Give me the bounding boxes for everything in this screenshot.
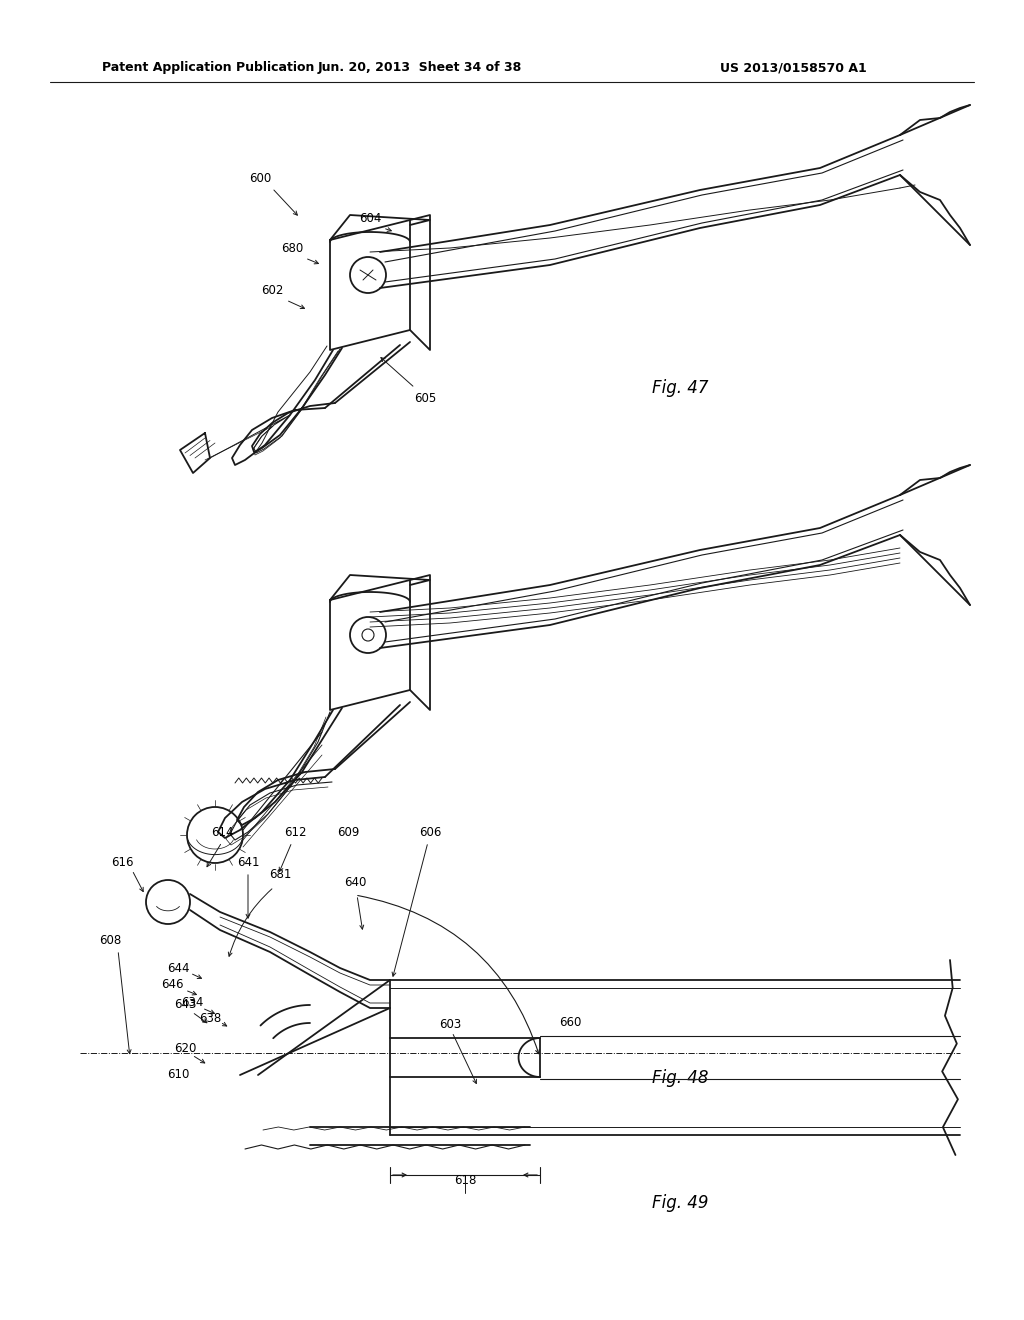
Text: Fig. 49: Fig. 49: [651, 1195, 709, 1212]
Text: 604: 604: [358, 211, 381, 224]
Text: 680: 680: [281, 242, 303, 255]
Text: 634: 634: [181, 995, 203, 1008]
Text: 646: 646: [161, 978, 183, 991]
Text: 609: 609: [337, 825, 359, 838]
Text: 641: 641: [237, 855, 259, 869]
Text: 644: 644: [167, 961, 189, 974]
Text: 612: 612: [284, 825, 306, 838]
Text: 616: 616: [111, 855, 133, 869]
Text: 605: 605: [414, 392, 436, 404]
Text: 602: 602: [261, 284, 284, 297]
Text: 618: 618: [454, 1173, 476, 1187]
Text: Fig. 48: Fig. 48: [651, 1069, 709, 1086]
Text: 681: 681: [269, 869, 291, 882]
Text: Patent Application Publication: Patent Application Publication: [102, 62, 314, 74]
Text: 603: 603: [439, 1019, 461, 1031]
Text: 608: 608: [99, 933, 121, 946]
Text: 606: 606: [419, 825, 441, 838]
Text: 638: 638: [199, 1011, 221, 1024]
Text: 660: 660: [559, 1016, 582, 1030]
Text: 643: 643: [174, 998, 197, 1011]
Text: Fig. 47: Fig. 47: [651, 379, 709, 397]
Text: Jun. 20, 2013  Sheet 34 of 38: Jun. 20, 2013 Sheet 34 of 38: [317, 62, 522, 74]
Text: 610: 610: [167, 1068, 189, 1081]
Text: 600: 600: [249, 172, 271, 185]
Text: 614: 614: [211, 825, 233, 838]
Text: US 2013/0158570 A1: US 2013/0158570 A1: [720, 62, 866, 74]
Text: 620: 620: [174, 1041, 197, 1055]
Text: 640: 640: [344, 875, 367, 888]
